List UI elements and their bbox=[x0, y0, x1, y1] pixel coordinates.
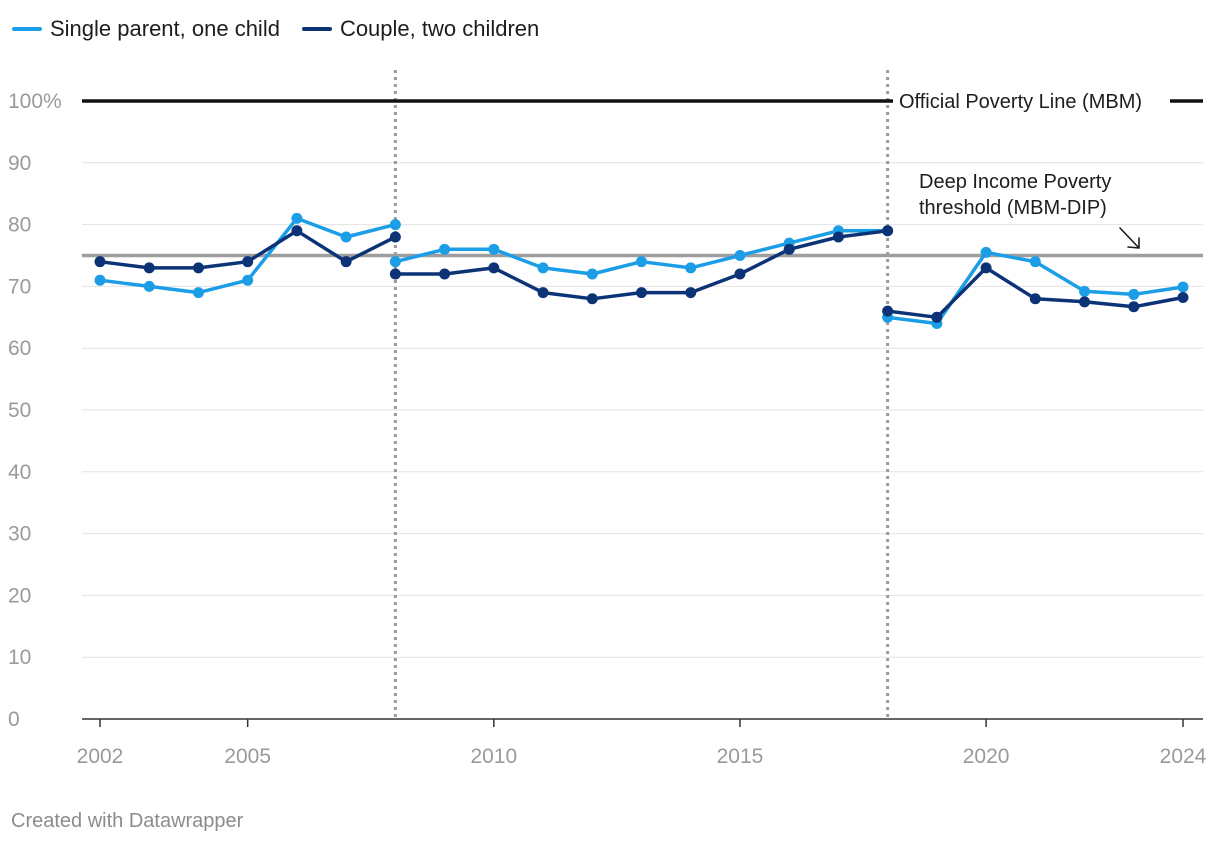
data-point-single-parent-2011-s2 bbox=[537, 262, 549, 274]
data-point-single-parent-2002-s1 bbox=[94, 274, 106, 286]
chart-legend: Single parent, one child Couple, two chi… bbox=[12, 16, 539, 42]
y-tick-label-100: 100% bbox=[8, 90, 62, 113]
y-tick-label-40: 40 bbox=[8, 461, 31, 484]
data-point-couple-2009-s2 bbox=[439, 268, 451, 280]
data-point-couple-2013-s2 bbox=[636, 287, 647, 299]
data-point-single-parent-2015-s2 bbox=[734, 250, 746, 261]
data-point-couple-2016-s2 bbox=[783, 243, 795, 255]
x-tick-label-2024: 2024 bbox=[1160, 745, 1207, 768]
data-point-couple-2011-s2 bbox=[537, 287, 549, 299]
data-point-couple-2022-s3 bbox=[1079, 296, 1091, 308]
y-tick-label-80: 80 bbox=[8, 214, 31, 237]
data-point-couple-2008-s2 bbox=[389, 268, 401, 280]
data-point-couple-2019-s3 bbox=[931, 311, 943, 323]
y-tick-label-30: 30 bbox=[8, 523, 31, 546]
deep-poverty-annotation-line-1: Deep Income Poverty bbox=[919, 171, 1111, 193]
data-point-couple-2014-s2 bbox=[685, 287, 697, 299]
data-point-single-parent-2006-s1 bbox=[291, 212, 303, 224]
data-point-couple-2018-s3 bbox=[882, 305, 894, 317]
data-point-couple-2018-s2 bbox=[882, 225, 894, 237]
data-point-single-parent-2005-s1 bbox=[242, 274, 254, 286]
x-tick-label-2020: 2020 bbox=[963, 745, 1010, 768]
data-point-couple-2008-s1 bbox=[389, 231, 401, 243]
legend-swatch-single-parent bbox=[12, 27, 42, 31]
data-point-single-parent-2014-s2 bbox=[685, 262, 697, 274]
y-tick-label-10: 10 bbox=[8, 646, 31, 669]
data-point-single-parent-2023-s3 bbox=[1128, 288, 1140, 300]
data-point-couple-2023-s3 bbox=[1128, 301, 1140, 313]
x-tick-label-2010: 2010 bbox=[470, 745, 517, 768]
data-point-couple-2007-s1 bbox=[340, 256, 352, 268]
data-point-single-parent-2008-s1 bbox=[389, 219, 401, 231]
data-point-couple-2020-s3 bbox=[980, 262, 992, 274]
legend-swatch-couple bbox=[301, 27, 332, 31]
data-point-single-parent-2013-s2 bbox=[636, 256, 647, 268]
data-point-single-parent-2003-s1 bbox=[143, 280, 155, 292]
data-point-couple-2002-s1 bbox=[94, 256, 106, 268]
y-tick-label-90: 90 bbox=[8, 152, 31, 175]
line-chart: 0 10 20 30 40 50 60 70 80 90 100% 2002 2005 2010 2015 2… bbox=[8, 70, 1207, 768]
data-point-single-parent-2009-s2 bbox=[439, 243, 451, 255]
y-tick-label-60: 60 bbox=[8, 337, 31, 360]
legend-item-single-parent: Single parent, one child bbox=[12, 16, 280, 42]
legend-label-couple: Couple, two children bbox=[339, 16, 540, 41]
data-point-couple-2017-s2 bbox=[832, 231, 844, 243]
y-tick-label-20: 20 bbox=[8, 584, 31, 607]
data-point-couple-2024-s3 bbox=[1177, 292, 1189, 304]
legend-label-single-parent: Single parent, one child bbox=[50, 16, 280, 41]
series-line-single-parent-segment-2 bbox=[393, 229, 890, 276]
x-tick-label-2005: 2005 bbox=[224, 745, 271, 768]
data-point-couple-2021-s3 bbox=[1029, 293, 1041, 305]
data-point-single-parent-2012-s2 bbox=[586, 268, 598, 280]
data-point-couple-2010-s2 bbox=[488, 262, 500, 274]
data-point-couple-2005-s1 bbox=[242, 256, 254, 268]
y-tick-label-50: 50 bbox=[8, 399, 31, 422]
x-tick-label-2002: 2002 bbox=[77, 745, 124, 768]
data-point-single-parent-2022-s3 bbox=[1079, 285, 1091, 297]
data-point-single-parent-2024-s3 bbox=[1177, 281, 1189, 293]
data-point-couple-2012-s2 bbox=[586, 293, 598, 305]
data-point-single-parent-2008-s2 bbox=[389, 256, 401, 268]
data-point-single-parent-2021-s3 bbox=[1029, 256, 1041, 268]
data-point-couple-2015-s2 bbox=[734, 268, 746, 280]
data-point-single-parent-2020-s3 bbox=[980, 246, 992, 258]
data-point-couple-2004-s1 bbox=[192, 262, 204, 274]
y-tick-label-70: 70 bbox=[8, 275, 31, 298]
data-point-single-parent-2007-s1 bbox=[340, 231, 352, 243]
deep-poverty-annotation-line-2: threshold (MBM-DIP) bbox=[919, 197, 1107, 219]
x-tick-label-2015: 2015 bbox=[717, 745, 764, 768]
data-point-single-parent-2004-s1 bbox=[192, 287, 204, 299]
annotation-arrow-icon bbox=[1119, 227, 1140, 249]
data-point-couple-2006-s1 bbox=[291, 225, 303, 237]
data-point-single-parent-2010-s2 bbox=[488, 243, 500, 255]
datawrapper-credit: Created with Datawrapper bbox=[11, 810, 244, 832]
official-poverty-line-label: Official Poverty Line (MBM) bbox=[899, 91, 1142, 113]
y-tick-label-0: 0 bbox=[8, 708, 20, 731]
data-point-couple-2003-s1 bbox=[143, 262, 155, 274]
legend-item-couple: Couple, two children bbox=[301, 16, 540, 42]
